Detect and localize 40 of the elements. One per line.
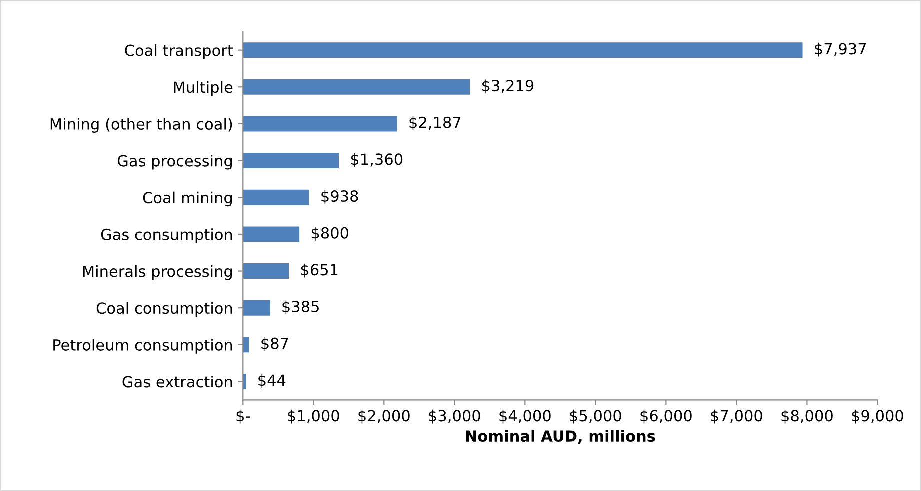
y-tick-label: Gas processing <box>118 155 232 170</box>
y-tick-label: Gas extraction <box>122 376 232 388</box>
data-label: $385 <box>282 300 319 315</box>
data-label: $44 <box>258 374 286 388</box>
data-label: $7,937 <box>815 42 866 57</box>
data-label: $1,360 <box>351 153 403 168</box>
x-tick-label: $8,000 <box>782 410 833 424</box>
y-tick-label: Coal transport <box>125 44 234 60</box>
bar <box>243 153 340 169</box>
x-tick-label: $6,000 <box>640 410 692 424</box>
y-tick-label: Minerals processing <box>83 265 232 280</box>
bar <box>243 300 270 316</box>
data-label: $938 <box>322 190 358 204</box>
bar <box>243 226 300 242</box>
y-tick-label: Petroleum consumption <box>54 339 232 354</box>
x-tick-label: $5,000 <box>570 410 622 424</box>
y-tick-label: Coal consumption <box>96 302 232 318</box>
x-tick-label: $3,000 <box>429 410 480 424</box>
x-tick-label: $- <box>236 410 250 424</box>
data-label: $651 <box>301 264 338 278</box>
bar <box>243 264 290 280</box>
bar <box>243 190 310 206</box>
bar <box>243 79 470 95</box>
y-tick-label: Multiple <box>174 81 233 96</box>
x-tick-label: $1,000 <box>288 410 340 424</box>
y-tick-label: Coal mining <box>143 192 232 207</box>
x-tick-label: $9,000 <box>852 410 904 424</box>
data-label: $3,219 <box>482 80 534 94</box>
x-tick-label: $7,000 <box>711 410 762 424</box>
data-label: $800 <box>312 227 349 241</box>
y-tick-label: Mining (other than coal) <box>50 118 232 133</box>
data-label: $2,187 <box>410 116 461 130</box>
x-tick-label: $2,000 <box>358 410 410 424</box>
y-tick-label: Gas consumption <box>101 228 232 244</box>
data-label: $87 <box>262 338 288 352</box>
x-tick-label: $4,000 <box>500 410 551 424</box>
bar <box>243 116 398 132</box>
bar <box>243 337 250 353</box>
x-axis-title: Nominal AUD, millions <box>466 430 656 444</box>
bar <box>243 42 803 58</box>
